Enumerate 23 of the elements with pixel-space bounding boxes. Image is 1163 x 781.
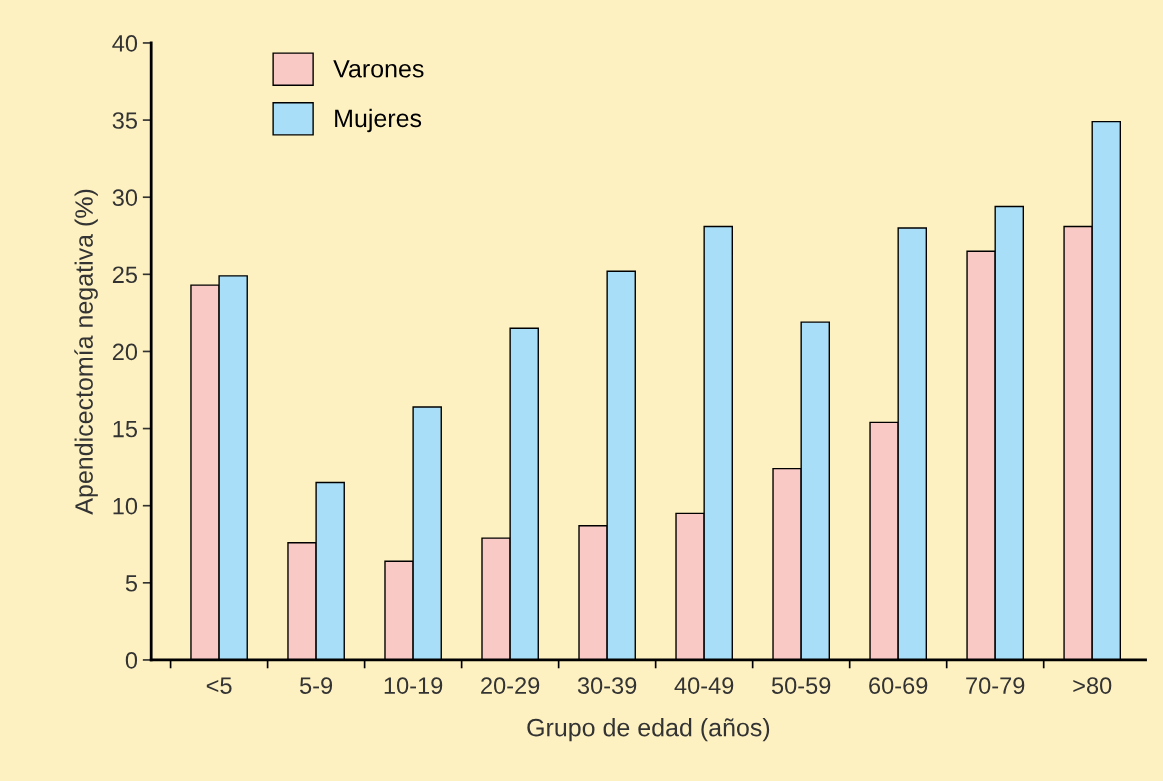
x-tick-label: 20-29	[481, 677, 540, 694]
x-tick-label: >80	[1073, 677, 1112, 694]
y-tick-label: 30	[112, 189, 138, 206]
y-axis-title: Apendicectomía negativa (%)	[74, 189, 98, 515]
y-tick-label: 10	[113, 497, 138, 515]
y-tick-label: 20	[112, 343, 138, 361]
x-tick-label: 30-39	[577, 677, 637, 694]
y-tick-label: 0	[125, 652, 138, 669]
x-tick-label: 5-9	[299, 677, 333, 694]
x-tick-label: <5	[206, 677, 232, 694]
x-tick-label: 40-49	[674, 677, 734, 694]
x-tick-label: 60-69	[869, 677, 928, 694]
y-tick-label: 25	[112, 266, 138, 284]
y-tick-label: 15	[113, 420, 138, 438]
x-tick-label: 70-79	[966, 677, 1025, 694]
x-tick-label: 50-59	[771, 677, 831, 694]
legend-label: Varones	[333, 60, 424, 78]
x-axis-title: Grupo de edad (años)	[527, 718, 770, 742]
y-tick-label: 40	[112, 35, 138, 52]
x-tick-label: 10-19	[384, 677, 443, 694]
legend-label: Mujeres	[335, 108, 422, 133]
y-tick-label: 5	[125, 575, 138, 592]
y-tick-label: 35	[112, 112, 138, 129]
